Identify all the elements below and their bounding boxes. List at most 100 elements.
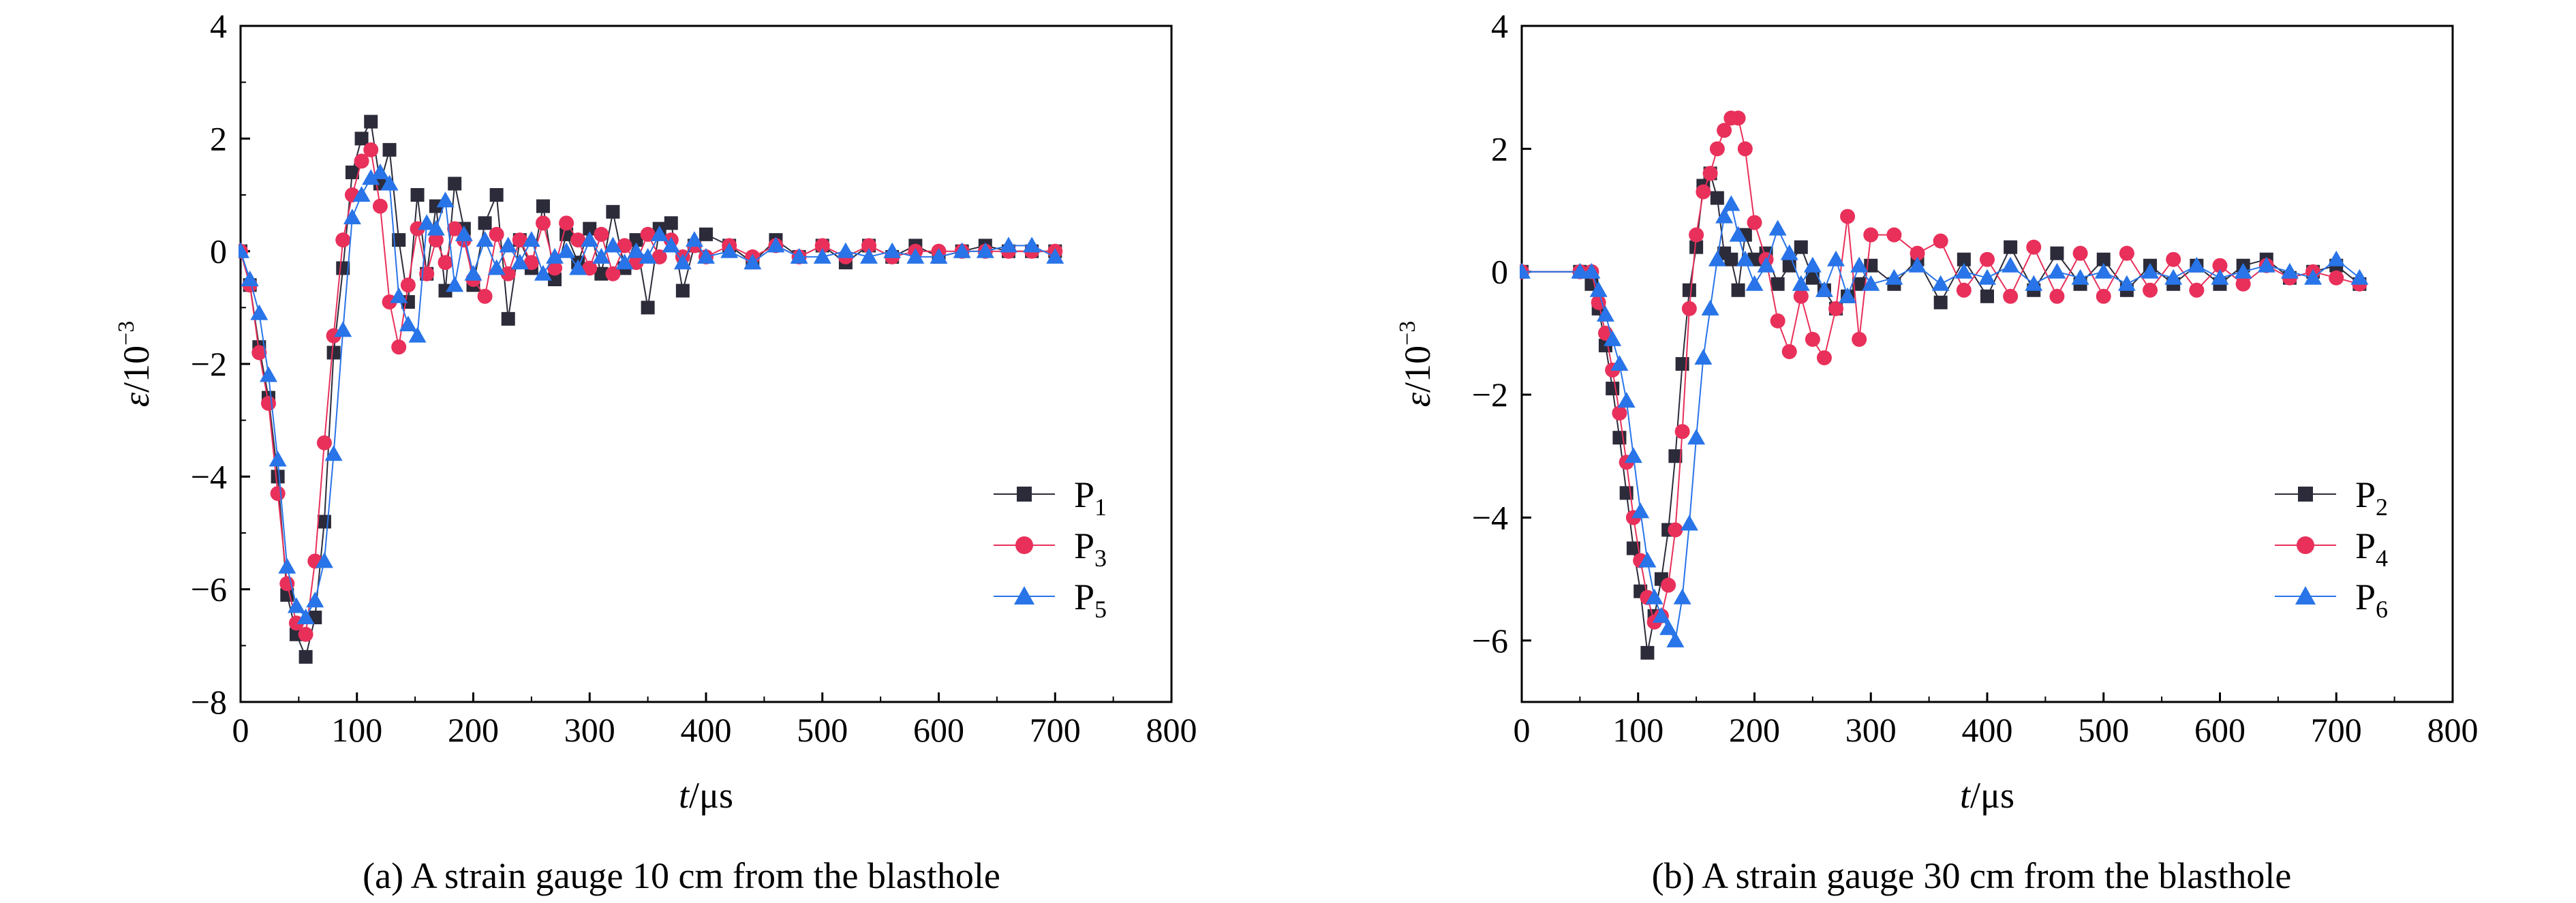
ytick-label: −4 xyxy=(1472,498,1508,536)
series-p4-point xyxy=(1689,227,1704,243)
series-p3-point xyxy=(363,142,379,157)
series-p6-point xyxy=(2211,269,2229,285)
series-p5-point xyxy=(399,316,417,332)
ytick-label: −6 xyxy=(191,570,227,609)
ytick-label: 0 xyxy=(210,232,227,271)
series-p6-point xyxy=(1931,275,1950,291)
series-p5-point xyxy=(499,236,517,253)
series-p5-point xyxy=(604,236,622,253)
series-p5-point xyxy=(241,271,259,286)
series-p4-point xyxy=(2143,282,2158,298)
xtick-label: 500 xyxy=(2078,711,2129,749)
ytick-label: 2 xyxy=(1491,129,1508,168)
series-p3-point xyxy=(500,266,516,281)
series-p3 xyxy=(239,142,1063,642)
series-p6-point xyxy=(1908,256,1927,273)
series-p5-point xyxy=(1046,247,1064,264)
series-p6-point xyxy=(2188,256,2206,273)
series-p4-point xyxy=(1702,166,1718,181)
series-p3-point xyxy=(251,345,267,361)
series-p4-point xyxy=(1980,251,1995,267)
legend-item-p2: P2 xyxy=(2275,474,2388,521)
series-p4-point xyxy=(2119,245,2134,261)
xtick-label: 400 xyxy=(681,711,732,749)
series-p5-point xyxy=(250,304,269,320)
series-p4-point xyxy=(2096,288,2111,304)
series-p5-point xyxy=(315,552,333,568)
series-p3-point xyxy=(559,215,574,231)
legend-marker-p5 xyxy=(1014,586,1034,604)
series-p4-point xyxy=(1770,313,1785,328)
series-p3-point xyxy=(605,266,621,281)
series-p1-point xyxy=(606,204,620,219)
series-p1-point xyxy=(410,188,425,202)
series-p5-point xyxy=(673,254,692,270)
series-p6-point xyxy=(1687,429,1706,445)
series-p5-point xyxy=(615,254,634,270)
series-p6-point xyxy=(1631,502,1650,519)
ytick-label: 4 xyxy=(210,7,227,45)
series-p4-point xyxy=(2189,282,2205,298)
series-p5-point xyxy=(476,231,494,247)
series-p3-line xyxy=(240,148,1056,637)
series-p5-point xyxy=(334,321,352,337)
series-p5-point xyxy=(581,231,599,247)
series-p4-point xyxy=(1737,141,1753,157)
series-p5-point xyxy=(324,445,343,461)
series-p3-point xyxy=(428,232,444,248)
panel-a-xlabel: t/μs xyxy=(679,775,733,816)
series-p6-point xyxy=(2117,275,2136,291)
series-p4-point xyxy=(1612,405,1627,421)
ytick-label: −6 xyxy=(1472,622,1508,660)
series-p5-point xyxy=(720,242,739,258)
series-p6-point xyxy=(1638,551,1657,568)
series-p2-point xyxy=(1668,449,1683,463)
series-p2-point xyxy=(1626,541,1640,555)
series-p6-point xyxy=(1520,262,1531,279)
series-p6-point xyxy=(1885,269,1903,285)
series-p6-point xyxy=(1722,195,1741,211)
series-p4-point xyxy=(2072,245,2088,261)
series-p4-point xyxy=(1730,110,1746,126)
series-p6-point xyxy=(1757,256,1775,273)
series-p4-point xyxy=(2329,270,2344,286)
series-p5-point xyxy=(522,231,540,247)
xtick-label: 800 xyxy=(2427,711,2479,749)
series-p6-point xyxy=(1645,588,1663,604)
series-p1-point xyxy=(478,216,492,230)
series-p5-point xyxy=(343,209,361,225)
series-p5-point xyxy=(296,609,315,624)
ytick-label: 2 xyxy=(210,119,227,157)
series-p6-point xyxy=(1596,305,1614,322)
series-p5-point xyxy=(592,247,611,264)
series-p5-point xyxy=(352,186,371,202)
series-p5-point xyxy=(790,247,808,264)
series-p1-point xyxy=(489,188,504,202)
series-p1-point xyxy=(548,273,562,286)
series-p5-point xyxy=(569,259,587,275)
series-p6-point xyxy=(1736,250,1754,266)
series-p2-point xyxy=(1710,191,1724,205)
series-p6-point xyxy=(2350,269,2369,285)
series-p4-point xyxy=(1956,282,1972,298)
series-p6-point xyxy=(1729,226,1747,242)
series-p4-point xyxy=(1910,245,1925,261)
series-p4-point xyxy=(1863,227,1879,243)
series-p1-point xyxy=(664,216,678,230)
xtick-label: 800 xyxy=(1146,711,1197,749)
series-p5-point xyxy=(639,247,657,264)
series-p6-point xyxy=(1815,281,1833,297)
series-p4-point xyxy=(1781,343,1797,359)
series-p1-line xyxy=(240,119,1056,660)
series-p5-point xyxy=(418,214,436,230)
series-p5-point xyxy=(464,264,482,281)
series-p4-point xyxy=(1816,350,1832,365)
series-p3-point xyxy=(594,226,609,242)
series-p6-point xyxy=(1978,269,1996,285)
series-p2-point xyxy=(2096,252,2111,266)
series-p3-point xyxy=(391,339,407,355)
series-p6-point xyxy=(1827,250,1845,266)
series-p3-point xyxy=(512,232,527,248)
series-p2-point xyxy=(1770,277,1785,291)
